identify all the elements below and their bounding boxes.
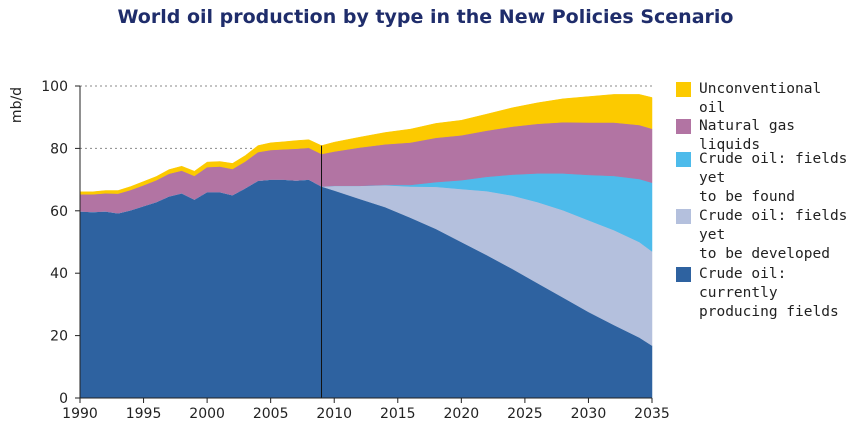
legend-swatch <box>676 267 691 282</box>
x-axis-ticks: 1990 1995 2000 2005 2010 2015 2020 2025 2030 2035 <box>62 398 670 422</box>
legend-item-crude-oil-fields-yet-to-be-developed: Crude oil: fields yet to be developed <box>676 207 849 264</box>
legend-item-unconventional-oil: Unconventional oil <box>676 80 849 118</box>
y-tick-label-100: 100 <box>41 79 68 95</box>
legend-item-crude-oil-fields-yet-to-be-found: Crude oil: fields yet to be found <box>676 150 849 207</box>
legend-label: Crude oil: fields yet to be found <box>699 151 848 205</box>
legend-label: Natural gas liquids <box>699 118 796 153</box>
y-tick-label-40: 40 <box>50 266 68 282</box>
x-tick-label-1990: 1990 <box>62 406 98 422</box>
legend-label: Crude oil: fields yet to be developed <box>699 208 848 262</box>
legend-label: Unconventional oil <box>699 81 822 116</box>
chart-title: World oil production by type in the New … <box>117 6 734 28</box>
x-tick-label-2010: 2010 <box>316 406 352 422</box>
legend-swatch <box>676 152 691 167</box>
x-tick-label-2000: 2000 <box>189 406 225 422</box>
y-tick-label-0: 0 <box>59 391 68 407</box>
x-tick-label-2020: 2020 <box>444 406 480 422</box>
area-unconventional-oil <box>79 94 653 195</box>
y-tick-label-60: 60 <box>50 204 68 220</box>
y-axis-ticks: 0 20 40 60 80 100 <box>41 79 80 407</box>
x-tick-label-1995: 1995 <box>126 406 162 422</box>
legend-swatch <box>676 119 691 134</box>
legend-item-natural-gas-liquids: Natural gas liquids <box>676 117 849 155</box>
x-tick-label-2025: 2025 <box>507 406 543 422</box>
legend-item-crude-oil-currently-producing-fields: Crude oil: currently producing fields <box>676 265 849 322</box>
axes <box>79 86 652 399</box>
x-tick-label-2030: 2030 <box>571 406 607 422</box>
legend-swatch <box>676 82 691 97</box>
legend-label: Crude oil: currently producing fields <box>699 266 839 320</box>
legend-swatch <box>676 209 691 224</box>
x-tick-label-2005: 2005 <box>253 406 289 422</box>
y-tick-label-20: 20 <box>50 329 68 345</box>
x-tick-label-2035: 2035 <box>634 406 670 422</box>
area-series <box>79 94 653 399</box>
y-axis-label: mb/d <box>9 87 25 123</box>
y-tick-label-80: 80 <box>50 141 68 157</box>
x-tick-label-2015: 2015 <box>380 406 416 422</box>
